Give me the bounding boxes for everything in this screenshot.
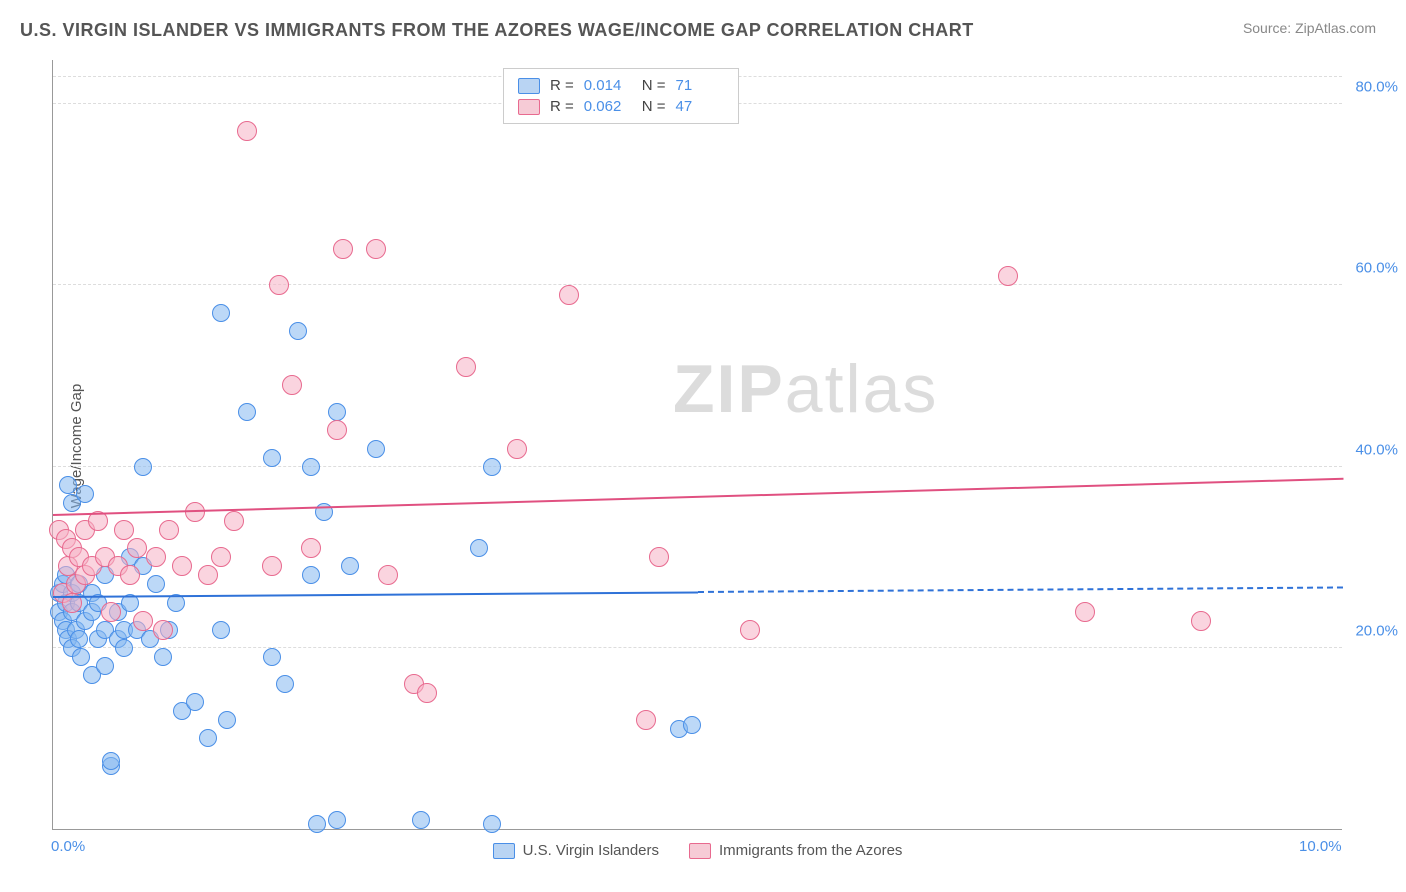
data-point <box>127 538 147 558</box>
data-point <box>302 458 320 476</box>
data-point <box>276 675 294 693</box>
legend-item: U.S. Virgin Islanders <box>493 842 659 859</box>
data-point <box>649 547 669 567</box>
chart-title: U.S. VIRGIN ISLANDER VS IMMIGRANTS FROM … <box>20 20 974 41</box>
data-point <box>483 458 501 476</box>
data-point <box>76 485 94 503</box>
n-label: N = <box>642 77 666 94</box>
n-value: 71 <box>676 77 724 94</box>
data-point <box>263 648 281 666</box>
data-point <box>159 520 179 540</box>
n-label: N = <box>642 98 666 115</box>
y-tick-label: 60.0% <box>1346 260 1398 277</box>
data-point <box>101 602 121 622</box>
legend-swatch <box>493 843 515 859</box>
data-point <box>1075 602 1095 622</box>
data-point <box>237 121 257 141</box>
legend-label: U.S. Virgin Islanders <box>523 842 659 859</box>
data-point <box>327 420 347 440</box>
data-point <box>224 511 244 531</box>
n-value: 47 <box>676 98 724 115</box>
data-point <box>218 711 236 729</box>
data-point <box>302 566 320 584</box>
gridline <box>53 466 1342 467</box>
data-point <box>198 565 218 585</box>
r-label: R = <box>550 98 574 115</box>
data-point <box>289 322 307 340</box>
r-value: 0.062 <box>584 98 632 115</box>
data-point <box>72 648 90 666</box>
data-point <box>238 403 256 421</box>
data-point <box>154 648 172 666</box>
data-point <box>269 275 289 295</box>
legend-swatch <box>518 78 540 94</box>
legend-swatch <box>689 843 711 859</box>
scatter-chart: ZIPatlas 20.0%40.0%60.0%80.0%0.0%10.0%R … <box>52 60 1342 830</box>
y-tick-label: 20.0% <box>1346 622 1398 639</box>
series-legend: U.S. Virgin Islanders Immigrants from the… <box>53 842 1342 859</box>
watermark: ZIPatlas <box>673 350 938 428</box>
trend-line <box>53 591 698 598</box>
data-point <box>133 611 153 631</box>
correlation-legend: R = 0.014 N = 71 R = 0.062 N = 47 <box>503 68 739 124</box>
data-point <box>456 357 476 377</box>
data-point <box>333 239 353 259</box>
chart-source: Source: ZipAtlas.com <box>1243 20 1376 36</box>
data-point <box>417 683 437 703</box>
data-point <box>301 538 321 558</box>
legend-row: R = 0.014 N = 71 <box>518 75 724 96</box>
legend-item: Immigrants from the Azores <box>689 842 902 859</box>
data-point <box>120 565 140 585</box>
data-point <box>328 403 346 421</box>
data-point <box>366 239 386 259</box>
r-label: R = <box>550 77 574 94</box>
data-point <box>70 630 88 648</box>
data-point <box>470 539 488 557</box>
data-point <box>412 811 430 829</box>
data-point <box>212 621 230 639</box>
data-point <box>147 575 165 593</box>
data-point <box>262 556 282 576</box>
data-point <box>115 639 133 657</box>
data-point <box>378 565 398 585</box>
data-point <box>308 815 326 833</box>
data-point <box>102 752 120 770</box>
data-point <box>153 620 173 640</box>
data-point <box>559 285 579 305</box>
data-point <box>212 304 230 322</box>
data-point <box>1191 611 1211 631</box>
data-point <box>114 520 134 540</box>
legend-row: R = 0.062 N = 47 <box>518 96 724 117</box>
data-point <box>96 657 114 675</box>
data-point <box>263 449 281 467</box>
data-point <box>199 729 217 747</box>
data-point <box>636 710 656 730</box>
data-point <box>172 556 192 576</box>
data-point <box>367 440 385 458</box>
trend-line <box>53 478 1343 516</box>
data-point <box>507 439 527 459</box>
data-point <box>998 266 1018 286</box>
gridline <box>53 647 1342 648</box>
y-tick-label: 40.0% <box>1346 441 1398 458</box>
data-point <box>59 476 77 494</box>
legend-swatch <box>518 99 540 115</box>
data-point <box>282 375 302 395</box>
r-value: 0.014 <box>584 77 632 94</box>
legend-label: Immigrants from the Azores <box>719 842 902 859</box>
data-point <box>483 815 501 833</box>
data-point <box>211 547 231 567</box>
data-point <box>134 458 152 476</box>
data-point <box>328 811 346 829</box>
data-point <box>683 716 701 734</box>
data-point <box>740 620 760 640</box>
y-tick-label: 80.0% <box>1346 79 1398 96</box>
data-point <box>186 693 204 711</box>
trend-line <box>698 587 1343 594</box>
data-point <box>341 557 359 575</box>
gridline <box>53 284 1342 285</box>
data-point <box>146 547 166 567</box>
